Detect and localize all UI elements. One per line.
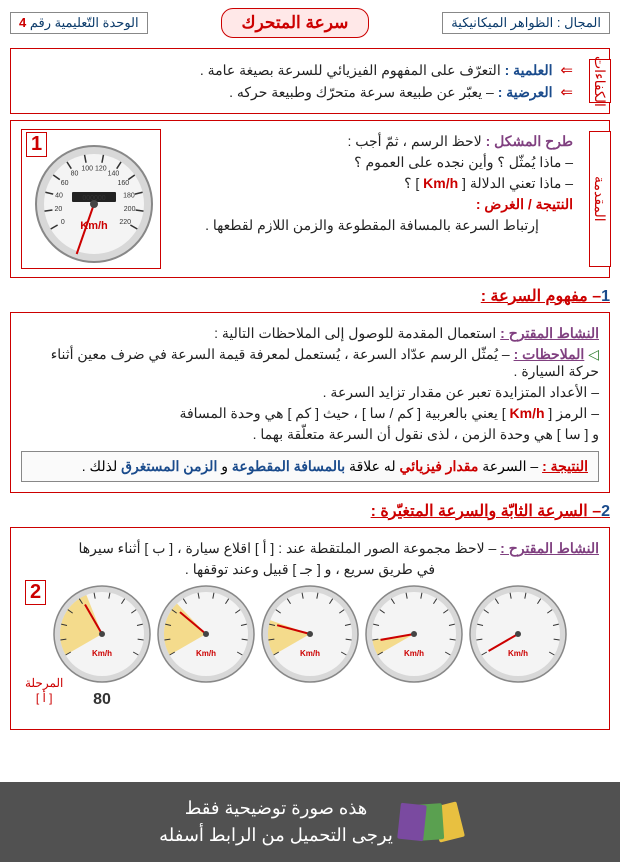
footer-overlay: هذه صورة توضيحية فقط يرجى التحميل من الر… [0, 782, 620, 862]
result-kw: النتيجة / الغرض : [476, 196, 573, 212]
svg-text:160: 160 [117, 180, 129, 187]
svg-text:20: 20 [54, 206, 62, 213]
problem-q1: – ماذا يُمثّل ؟ وأين نجده على العموم ؟ [171, 154, 573, 171]
speedometer-gauge: 020406080100120140160180200220 000000 Km… [34, 144, 154, 264]
small-gauge-0: Km/h [468, 584, 568, 709]
s1-obs3-kmh: Km/h [510, 405, 545, 421]
page-title: سرعة المتحرك [221, 8, 370, 38]
s1-act-kw: النشاط المقترح : [500, 325, 599, 341]
s1-obs3a: – الرمز [ [545, 405, 599, 421]
s1-res-d: بالمسافة المقطوعة [232, 458, 345, 474]
gauge-container: 1 020406080100120140160180200220 000000 … [21, 129, 161, 269]
s1-res-e: و [221, 458, 228, 474]
section2-num: 2 [601, 503, 610, 520]
svg-text:200: 200 [124, 206, 136, 213]
problem-box: المقدمة طرح المشكل : لاحظ الرسم ، ثمّ أج… [10, 120, 610, 278]
section1-box: النشاط المقترح : استعمال المقدمة للوصول … [10, 312, 610, 493]
s1-act-txt: استعمال المقدمة للوصول إلى الملاحظات الت… [214, 325, 496, 341]
svg-text:Km/h: Km/h [196, 649, 216, 658]
arrow-icon: ⇐ [560, 62, 573, 79]
competency-txt-1: التعرّف على المفهوم الفيزيائي للسرعة بصي… [200, 62, 501, 78]
s1-res-f: الزمن المستغرق [121, 458, 217, 474]
competencies-box: الكفاءات ⇐ العلمية : التعرّف على المفهوم… [10, 48, 610, 114]
footer-line2: يرجى التحميل من الرابط أسفله [159, 822, 393, 849]
phase-b: [ أ ] [36, 691, 53, 705]
competency-line-1: ⇐ العلمية : التعرّف على المفهوم الفيزيائ… [21, 61, 573, 79]
svg-text:180: 180 [123, 193, 135, 200]
competency-txt-2: – يعبّر عن طبيعة سرعة متحرّك وطبيعة حركه… [229, 84, 494, 100]
problem-side-label: المقدمة [589, 131, 611, 267]
s1-obs3c: ] يعني بالعربية [ كم / سا ] ، حيث [ كم ]… [179, 405, 509, 421]
gauge-number-badge: 1 [26, 132, 47, 157]
section2-title: – السرعة الثابّة والسرعة المتغيّرة : [371, 503, 601, 520]
small-gauge-3: Km/h [156, 584, 256, 709]
small-gauge-4: Km/h 80 [52, 584, 152, 709]
s1-result-box: النتيجة : – السرعة مقدار فيزيائي له علاق… [21, 451, 599, 482]
s1-obs3: – الرمز [ Km/h ] يعني بالعربية [ كم / سا… [21, 405, 599, 422]
competencies-side-label: الكفاءات [589, 59, 611, 103]
svg-text:Km/h: Km/h [92, 649, 112, 658]
svg-text:40: 40 [55, 193, 63, 200]
arrow-icon: ⇐ [560, 84, 573, 101]
gauge-value-label: 80 [52, 691, 152, 709]
svg-text:100: 100 [81, 166, 93, 173]
svg-text:Km/h: Km/h [508, 649, 528, 658]
small-gauge-1: Km/h [364, 584, 464, 709]
s1-obs-kw: الملاحظات : [514, 346, 585, 362]
q2-c: ] ؟ [404, 175, 423, 191]
s1-obs1: ◁ الملاحظات : – يُمثّل الرسم عدّاد السرع… [21, 346, 599, 380]
domain-box: المجال : الظواهر الميكانيكية [442, 12, 610, 34]
svg-text:80: 80 [71, 171, 79, 178]
svg-text:220: 220 [119, 219, 131, 226]
problem-result-kw: النتيجة / الغرض : [171, 196, 573, 213]
svg-text:Km/h: Km/h [404, 649, 424, 658]
s2-activity-2: في طريق سريع ، و [ جـ ] قبيل وعند توقفها… [21, 561, 599, 578]
competency-line-2: ⇐ العرضية : – يعبّر عن طبيعة سرعة متحرّك… [21, 83, 573, 101]
problem-kw: طرح المشكل : [486, 133, 573, 149]
header-row: المجال : الظواهر الميكانيكية سرعة المتحر… [0, 0, 620, 42]
unit-num: 4 [19, 15, 26, 30]
svg-text:0: 0 [61, 219, 65, 226]
competency-kw-1: العلمية : [505, 62, 553, 78]
section2-box: النشاط المقترح : – لاحظ مجموعة الصور الم… [10, 527, 610, 730]
s2-act-kw: النشاط المقترح : [500, 540, 599, 556]
problem-q2: – ماذا تعني الدلالة [ Km/h ] ؟ [171, 175, 573, 192]
s1-res-b: مقدار فيزيائي [400, 458, 479, 474]
competency-kw-2: العرضية : [498, 84, 553, 100]
s1-obs4: و [ سا ] هي وحدة الزمن ، لذى نقول أن الس… [21, 426, 599, 443]
problem-txt: لاحظ الرسم ، ثمّ أجب : [347, 133, 481, 149]
svg-text:60: 60 [61, 180, 69, 187]
s1-res-a: – السرعة [478, 458, 538, 474]
section2-heading: 2– السرعة الثابّة والسرعة المتغيّرة : [10, 501, 610, 521]
s2-act-txt-a: – لاحظ مجموعة الصور الملتقطة عند : [ أ ]… [78, 540, 496, 556]
gauges-row: 2 المرحلة [ أ ] Km/hKm/hKm/hKm/hKm/h80 [21, 584, 599, 709]
q2-a: – ماذا تعني الدلالة [ [458, 175, 573, 191]
s1-res-kw: النتيجة : [542, 458, 588, 474]
svg-text:Km/h: Km/h [300, 649, 320, 658]
footer-text: هذه صورة توضيحية فقط يرجى التحميل من الر… [159, 795, 393, 849]
problem-line-1: طرح المشكل : لاحظ الرسم ، ثمّ أجب : [171, 133, 573, 150]
s1-activity: النشاط المقترح : استعمال المقدمة للوصول … [21, 325, 599, 342]
section1-heading: 1– مفهوم السرعة : [10, 286, 610, 306]
q2-kmh: Km/h [423, 175, 458, 191]
section1-title: – مفهوم السرعة : [481, 288, 601, 305]
svg-text:140: 140 [108, 171, 120, 178]
svg-text:120: 120 [95, 166, 107, 173]
problem-result-txt: إرتباط السرعة بالمسافة المقطوعة والزمن ا… [171, 217, 573, 234]
books-icon [407, 804, 461, 840]
unit-box: الوحدة التّعليمية رقم 4 [10, 12, 148, 34]
footer-line1: هذه صورة توضيحية فقط [159, 795, 393, 822]
row-number-badge: 2 [25, 580, 46, 605]
s2-activity-1: النشاط المقترح : – لاحظ مجموعة الصور الم… [21, 540, 599, 557]
unit-label: الوحدة التّعليمية رقم [30, 15, 139, 30]
small-gauge-2: Km/h [260, 584, 360, 709]
section1-num: 1 [601, 288, 610, 305]
s1-res-c: له علاقة [345, 458, 395, 474]
s1-res-g: لذلك . [82, 458, 117, 474]
s1-obs2: – الأعداد المتزايدة تعبر عن مقدار تزايد … [21, 384, 599, 401]
